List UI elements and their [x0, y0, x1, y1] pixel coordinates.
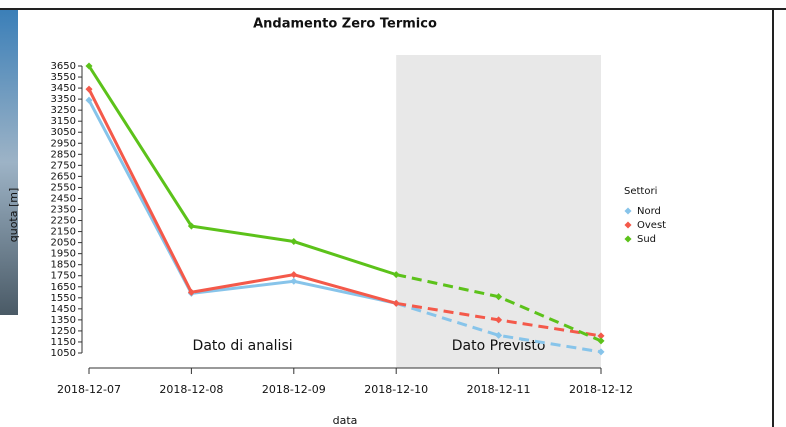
- y-tick-label: 3450: [51, 83, 76, 94]
- background: [0, 0, 786, 427]
- y-tick-label: 1150: [51, 337, 76, 348]
- y-tick-label: 2950: [51, 138, 76, 149]
- y-tick-label: 1050: [51, 348, 76, 359]
- y-tick-label: 1850: [51, 260, 76, 271]
- y-tick-label: 2150: [51, 227, 76, 238]
- legend-title: Settori: [624, 186, 657, 197]
- y-tick-label: 1950: [51, 249, 76, 260]
- y-tick-label: 2750: [51, 160, 76, 171]
- y-tick-label: 3150: [51, 116, 76, 127]
- y-tick-label: 2550: [51, 182, 76, 193]
- annotation: Dato di analisi: [193, 338, 293, 354]
- annotation: Dato Previsto: [452, 338, 546, 354]
- x-tick-label: 2018-12-12: [569, 383, 633, 396]
- legend-label: Nord: [637, 206, 661, 217]
- y-tick-label: 3350: [51, 94, 76, 105]
- y-tick-label: 1550: [51, 293, 76, 304]
- x-tick-label: 2018-12-07: [57, 383, 121, 396]
- chart: Andamento Zero Termico data quota [m] 10…: [0, 0, 786, 427]
- x-tick-label: 2018-12-08: [159, 383, 223, 396]
- y-tick-label: 2250: [51, 216, 76, 227]
- y-tick-label: 2350: [51, 205, 76, 216]
- y-tick-label: 1650: [51, 282, 76, 293]
- y-tick-label: 3250: [51, 105, 76, 116]
- y-tick-label: 1450: [51, 304, 76, 315]
- y-tick-label: 2850: [51, 149, 76, 160]
- x-tick-label: 2018-12-11: [467, 383, 531, 396]
- y-tick-label: 3050: [51, 127, 76, 138]
- y-tick-label: 1250: [51, 326, 76, 337]
- y-tick-label: 1750: [51, 271, 76, 282]
- legend-label: Ovest: [637, 220, 666, 231]
- y-tick-label: 1350: [51, 315, 76, 326]
- legend-label: Sud: [637, 234, 656, 245]
- x-tick-label: 2018-12-10: [364, 383, 428, 396]
- y-tick-label: 3650: [51, 61, 76, 72]
- y-axis-label: quota [m]: [7, 188, 20, 243]
- chart-title: Andamento Zero Termico: [253, 17, 437, 32]
- x-axis-label: data: [333, 414, 358, 427]
- side-image: [0, 10, 18, 315]
- y-tick-label: 3550: [51, 72, 76, 83]
- y-tick-label: 2050: [51, 238, 76, 249]
- y-tick-label: 2450: [51, 193, 76, 204]
- y-tick-label: 2650: [51, 171, 76, 182]
- x-tick-label: 2018-12-09: [262, 383, 326, 396]
